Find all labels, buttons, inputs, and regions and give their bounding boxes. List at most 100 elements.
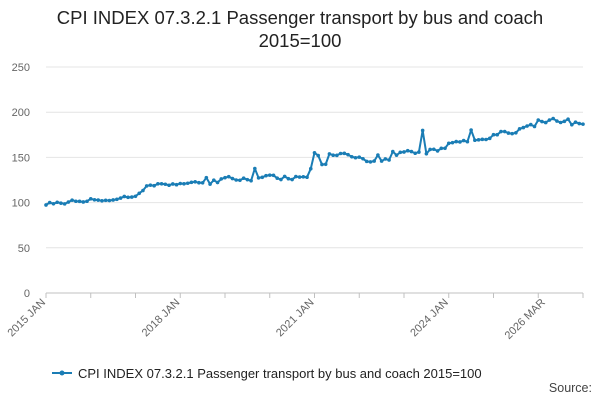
data-point[interactable] (573, 120, 578, 124)
data-point[interactable] (103, 198, 108, 203)
data-point[interactable] (107, 198, 112, 203)
data-point[interactable] (491, 132, 496, 137)
data-point[interactable] (170, 182, 175, 186)
data-point[interactable] (253, 166, 257, 171)
data-point[interactable] (44, 203, 48, 207)
data-point[interactable] (152, 183, 156, 188)
data-point[interactable] (424, 151, 429, 156)
data-point[interactable] (290, 177, 294, 182)
data-point[interactable] (465, 139, 470, 144)
legend[interactable]: CPI INDEX 07.3.2.1 Passenger transport b… (52, 364, 482, 382)
data-point[interactable] (376, 153, 380, 157)
data-point[interactable] (357, 155, 362, 159)
data-point[interactable] (555, 119, 559, 123)
data-point[interactable] (74, 199, 78, 204)
data-point[interactable] (405, 148, 410, 153)
data-point[interactable] (394, 153, 399, 157)
data-point[interactable] (521, 125, 526, 130)
data-point[interactable] (267, 173, 272, 177)
data-point[interactable] (230, 176, 235, 181)
data-point[interactable] (446, 141, 451, 146)
data-point[interactable] (335, 153, 339, 158)
data-point[interactable] (238, 178, 242, 183)
data-point[interactable] (435, 149, 440, 153)
data-point[interactable] (47, 200, 52, 205)
data-point[interactable] (148, 183, 153, 187)
data-point[interactable] (226, 174, 231, 179)
data-point[interactable] (402, 150, 406, 154)
data-point[interactable] (558, 120, 563, 125)
data-point[interactable] (182, 182, 186, 186)
data-point[interactable] (301, 175, 306, 179)
data-point[interactable] (316, 153, 321, 158)
data-point[interactable] (193, 180, 197, 184)
data-point[interactable] (118, 196, 123, 200)
data-point[interactable] (271, 173, 276, 178)
data-point[interactable] (55, 200, 59, 205)
data-point[interactable] (129, 195, 134, 199)
data-point[interactable] (368, 160, 373, 164)
data-point[interactable] (480, 137, 485, 142)
data-point[interactable] (308, 166, 313, 171)
data-point[interactable] (208, 182, 212, 186)
data-point[interactable] (525, 124, 529, 128)
data-point[interactable] (51, 201, 56, 206)
data-point[interactable] (204, 175, 209, 180)
data-point[interactable] (349, 154, 354, 159)
data-point[interactable] (342, 151, 347, 156)
data-point[interactable] (59, 201, 63, 205)
data-point[interactable] (387, 158, 391, 162)
data-point[interactable] (85, 199, 89, 204)
data-point[interactable] (200, 181, 205, 185)
data-point[interactable] (506, 131, 511, 135)
data-point[interactable] (66, 200, 71, 204)
data-point[interactable] (398, 150, 403, 155)
data-point[interactable] (323, 162, 328, 167)
data-point[interactable] (81, 200, 86, 204)
data-point[interactable] (461, 138, 466, 143)
data-point[interactable] (413, 151, 417, 156)
data-point[interactable] (562, 119, 567, 124)
data-point[interactable] (454, 139, 459, 144)
data-point[interactable] (417, 150, 421, 154)
data-point[interactable] (62, 202, 67, 206)
data-point[interactable] (547, 118, 552, 122)
data-point[interactable] (219, 177, 224, 181)
data-point[interactable] (141, 188, 145, 193)
data-point[interactable] (439, 146, 444, 151)
data-point[interactable] (346, 152, 350, 157)
data-point[interactable] (256, 176, 261, 180)
data-point[interactable] (197, 180, 201, 185)
data-point[interactable] (577, 121, 582, 126)
data-point[interactable] (294, 174, 298, 179)
data-point[interactable] (551, 116, 555, 121)
data-point[interactable] (144, 184, 149, 188)
data-point[interactable] (167, 183, 171, 188)
data-point[interactable] (517, 127, 522, 131)
data-point[interactable] (163, 182, 168, 187)
data-point[interactable] (279, 177, 283, 182)
data-point[interactable] (297, 175, 302, 179)
data-point[interactable] (286, 176, 291, 181)
data-point[interactable] (223, 175, 227, 180)
data-point[interactable] (122, 194, 127, 199)
data-point[interactable] (499, 129, 503, 134)
data-point[interactable] (379, 159, 384, 163)
data-point[interactable] (432, 147, 436, 152)
data-point[interactable] (264, 173, 268, 178)
data-point[interactable] (189, 180, 194, 185)
data-point[interactable] (96, 198, 101, 202)
data-point[interactable] (443, 146, 447, 151)
data-point[interactable] (282, 174, 287, 179)
data-point[interactable] (241, 176, 246, 180)
data-point[interactable] (312, 150, 317, 155)
data-series[interactable] (44, 116, 585, 207)
data-point[interactable] (458, 140, 462, 144)
data-point[interactable] (215, 180, 220, 185)
data-point[interactable] (77, 199, 82, 204)
data-point[interactable] (476, 138, 481, 142)
data-point[interactable] (510, 131, 514, 136)
data-point[interactable] (320, 162, 324, 167)
data-point[interactable] (178, 181, 183, 186)
data-point[interactable] (159, 182, 164, 186)
